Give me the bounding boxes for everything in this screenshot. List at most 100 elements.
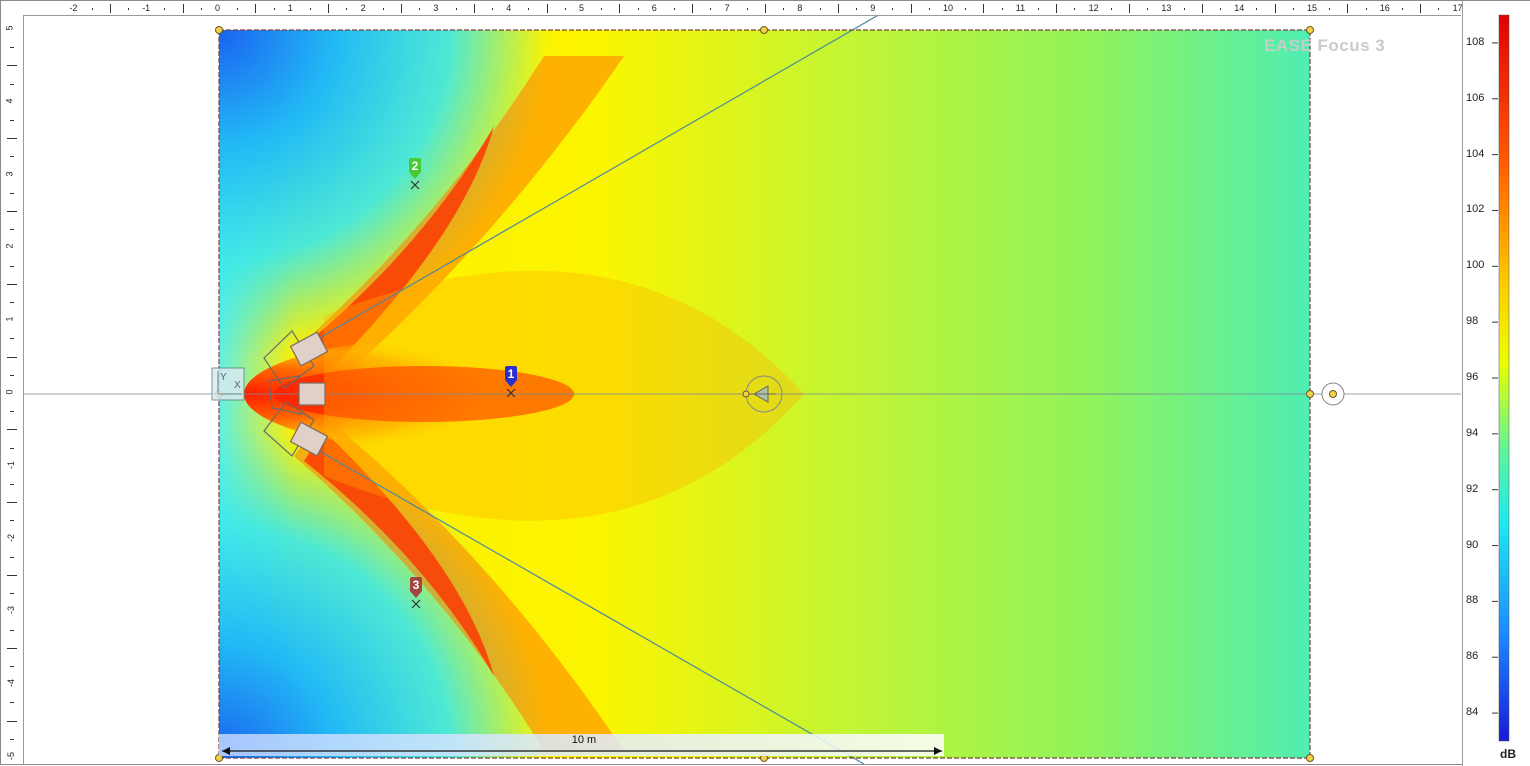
ruler-tick [674,8,675,10]
ruler-tick-label: 10 [943,3,954,13]
svg-text:X: X [234,380,241,391]
ruler-tick [182,4,184,13]
receiver-marker-2[interactable]: 2 [408,158,422,180]
color-scale-tick-label: 84 [1466,706,1479,719]
scale-bar-label: 10 m [571,734,597,746]
ruler-tick [7,502,17,504]
ruler-tick [7,283,17,285]
ruler-tick [10,556,14,558]
ruler-tick-label: 9 [870,3,876,13]
ruler-tick [382,8,384,10]
receiver-marker-label: 2 [411,159,419,173]
ruler-tick-label: 0 [4,389,15,395]
ruler-tick [200,8,202,10]
ruler-tick-label: 5 [4,25,15,31]
ruler-tick [546,4,548,13]
ruler-tick [7,720,17,722]
receiver-marker-3[interactable]: 3 [409,577,423,599]
unit-label: dB [1500,747,1516,761]
ruler-tick [7,647,17,649]
horizontal-ruler[interactable]: -2 -1 0 1 2 3 4 5 6 7 8 9 10 11 12 13 14 15 16 17 [23,1,1463,16]
ruler-tick [10,47,14,49]
ruler-tick [1074,8,1076,10]
ruler-tick [10,83,14,85]
ruler-tick-label: 11 [1015,3,1026,13]
aim-line-top [313,16,878,342]
aim-line-bottom [313,447,865,764]
ruler-tick [1256,8,1258,10]
ruler-tick [10,484,14,485]
color-scale-tick-label: 96 [1466,371,1479,383]
ruler-tick [10,229,14,231]
ruler-tick [765,4,766,13]
ruler-tick [255,4,257,13]
receiver-marker-1[interactable]: 1 [504,366,518,388]
ruler-tick [473,4,475,13]
ruler-corner [1,1,24,16]
ruler-tick [10,338,14,340]
ruler-tick [7,429,17,431]
ruler-tick [1038,8,1039,10]
ruler-tick [1056,4,1058,13]
ruler-tick-label: 3 [4,171,15,177]
ruler-tick [492,8,493,10]
ruler-tick [710,8,712,10]
line-array-speaker-cluster[interactable] [263,330,329,457]
ruler-tick [528,8,530,10]
svg-text:Y: Y [220,372,227,383]
ruler-tick [10,302,14,303]
ruler-tick [1001,8,1003,10]
ruler-tick [564,8,566,10]
ruler-tick-label: 15 [1307,3,1318,13]
ruler-tick-label: 0 [215,3,221,13]
ruler-tick-label: -2 [6,533,17,542]
color-scale-tick-label: 86 [1466,650,1479,663]
ruler-tick-label: 5 [579,3,585,13]
ruler-tick-label: -1 [142,3,151,13]
ruler-tick [10,411,14,413]
ruler-tick [1220,8,1221,10]
ruler-tick [1147,8,1149,10]
ruler-tick [7,356,17,358]
ruler-tick-label: 4 [506,3,512,13]
ruler-tick [10,629,14,631]
ruler-tick-label: 3 [433,3,439,13]
right-target-icon[interactable] [1321,382,1345,406]
ruler-tick [346,8,348,10]
ruler-tick [1201,4,1203,13]
ruler-tick [619,4,621,13]
ruler-tick [128,8,129,10]
ruler-tick [637,8,639,10]
ruler-tick-label: -5 [6,751,17,761]
color-scale-svg [1492,14,1510,742]
ruler-tick [164,8,166,10]
ruler-tick [1292,8,1294,10]
ruler-tick [91,8,93,10]
color-scale-tick-label: 104 [1466,147,1485,160]
receiver-crosses [410,180,516,609]
coverage-map-canvas[interactable]: Y X [24,16,1461,764]
ruler-tick [892,8,894,10]
area-handles[interactable] [215,26,1314,762]
ruler-tick [1274,4,1276,13]
ruler-tick [328,4,330,13]
color-scale-tick-label: 88 [1466,594,1479,607]
ruler-tick [910,4,912,13]
ruler-tick [10,520,14,522]
spl-color-legend: 108 106 104 102 100 98 96 94 92 90 88 86 84 dB [1462,1,1530,766]
ruler-tick [10,666,14,667]
ruler-tick-label: 1 [4,316,15,322]
ruler-tick [7,65,17,67]
watermark-text: EASE Focus 3 [1264,36,1386,55]
coverage-map-svg[interactable]: Y X [24,16,1461,764]
ruler-tick [1420,4,1422,13]
ruler-tick [419,8,421,10]
vertical-ruler[interactable]: 5 4 3 2 1 0 -1 -2 -3 -4 -5 [1,15,24,764]
origin-axes-icon[interactable]: Y X [211,367,245,401]
ruler-tick [273,8,275,10]
ruler-tick [10,447,14,449]
aim-target-icon[interactable] [742,375,783,413]
ruler-tick-label: 6 [651,3,657,13]
ruler-tick-label: 14 [1234,3,1245,13]
